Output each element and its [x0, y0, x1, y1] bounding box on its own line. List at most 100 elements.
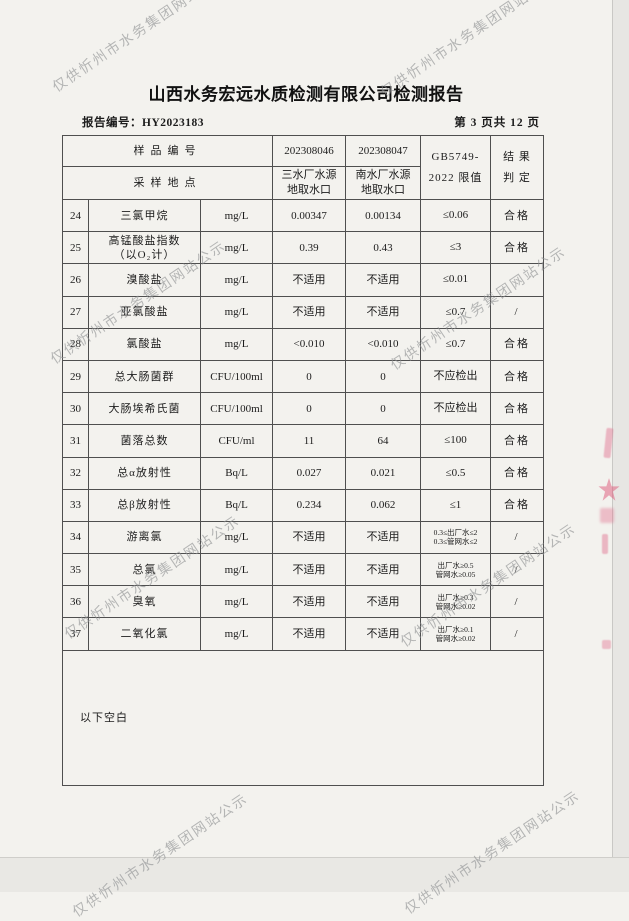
- limit-value: 0.3≤出厂水≤2 0.3≤管网水≤2: [420, 520, 491, 555]
- limit-value: ≤3: [420, 231, 491, 265]
- paper-right-edge: [612, 0, 629, 891]
- sample2-value: 不适用: [345, 295, 421, 329]
- limit-header-line1: GB5749-: [431, 151, 480, 163]
- blank-footer-row: 以下空白: [62, 649, 544, 786]
- sample2-value: 0.00134: [345, 198, 421, 233]
- sample2-value: 0: [345, 359, 421, 394]
- param-name-line1: 总氯: [132, 563, 157, 576]
- unit: mg/L: [200, 520, 273, 555]
- param-name-line1: 菌落总数: [120, 434, 169, 447]
- result-value: 合格: [490, 424, 544, 458]
- param-name-line1: 亚氯酸盐: [120, 306, 169, 319]
- limit-line1: ≤0.5: [445, 466, 466, 479]
- result-value: /: [490, 295, 544, 329]
- param-name: 总氯: [88, 553, 201, 587]
- limit-value: 出厂水≥0.1 管网水≥0.02: [420, 617, 491, 651]
- sample1-value: 0.234: [272, 488, 346, 522]
- param-name: 总大肠菌群: [88, 359, 201, 394]
- result-value: 合格: [490, 359, 544, 394]
- row-index: 25: [62, 231, 89, 265]
- limit-value: 不应检出: [420, 392, 491, 426]
- sample1-site: 三水厂水源 地取水口: [272, 166, 346, 200]
- limit-line1: ≤3: [449, 241, 462, 254]
- result-value: /: [490, 553, 544, 587]
- sample1-value: 不适用: [272, 295, 346, 329]
- row-index: 30: [62, 392, 89, 426]
- sample2-value: 不适用: [345, 585, 421, 619]
- row-index: 34: [62, 520, 89, 555]
- row-index: 33: [62, 488, 89, 522]
- limit-value: 不应检出: [420, 359, 491, 394]
- param-name-line1: 高锰酸盐指数: [108, 234, 181, 247]
- limit-value: ≤1: [420, 488, 491, 522]
- param-name-line2: （以O₂计）: [113, 248, 176, 261]
- param-name: 二氧化氯: [88, 617, 201, 651]
- sample1-value: 不适用: [272, 585, 346, 619]
- row-index: 24: [62, 198, 89, 233]
- limit-header: GB5749- 2022 限值: [420, 135, 491, 200]
- param-name: 溴酸盐: [88, 263, 201, 297]
- sample1-number: 202308046: [272, 135, 346, 167]
- unit: Bq/L: [200, 456, 273, 490]
- result-value: /: [490, 520, 544, 555]
- limit-line1: ≤100: [444, 434, 467, 447]
- watermark: 仅供忻州市水务集团网站公示: [401, 787, 583, 917]
- limit-line1: ≤0.7: [445, 305, 466, 318]
- page-title: 山西水务宏远水质检测有限公司检测报告: [148, 85, 464, 104]
- row-index: 28: [62, 327, 89, 361]
- limit-line2: 管网水≥0.05: [435, 569, 476, 579]
- report-number: 报告编号：HY2023183: [82, 117, 204, 129]
- limit-line1: 出厂水≥0.3: [437, 592, 474, 602]
- table-row: 35 总氯 mg/L 不适用 不适用 出厂水≥0.5 管网水≥0.05 /: [62, 553, 544, 587]
- sample1-value: 11: [272, 424, 346, 458]
- sample2-value: 0.021: [345, 456, 421, 490]
- sample2-value: <0.010: [345, 327, 421, 361]
- table-row: 32 总α放射性 Bq/L 0.027 0.021 ≤0.5 合格: [62, 456, 544, 490]
- limit-line2: 0.3≤管网水≤2: [433, 537, 478, 547]
- sample2-number: 202308047: [345, 135, 421, 167]
- param-name-line1: 游离氯: [126, 531, 163, 544]
- param-name-line1: 二氧化氯: [120, 628, 169, 641]
- sample1-site-line2: 地取水口: [287, 184, 331, 196]
- param-name: 三氯甲烷: [88, 198, 201, 233]
- param-name-line1: 总α放射性: [117, 467, 172, 480]
- limit-line1: ≤0.7: [445, 337, 466, 350]
- param-name-line1: 总大肠菌群: [114, 370, 175, 383]
- sample1-value: 不适用: [272, 520, 346, 555]
- unit: mg/L: [200, 231, 273, 265]
- row-index: 27: [62, 295, 89, 329]
- param-name-line1: 溴酸盐: [126, 273, 163, 286]
- sample1-value: 0: [272, 359, 346, 394]
- result-value: [490, 263, 544, 297]
- result-value: 合格: [490, 488, 544, 522]
- page-indicator: 第 3 页共 12 页: [454, 117, 540, 129]
- sample2-site-line2: 地取水口: [361, 184, 405, 196]
- result-value: /: [490, 617, 544, 651]
- limit-line1: ≤1: [449, 498, 462, 511]
- param-name-line1: 臭氧: [132, 595, 157, 608]
- limit-line1: 出厂水≥0.5: [437, 560, 474, 570]
- limit-line1: 出厂水≥0.1: [437, 625, 474, 635]
- row-index: 31: [62, 424, 89, 458]
- sample2-value: 0: [345, 392, 421, 426]
- unit: CFU/ml: [200, 424, 273, 458]
- unit: mg/L: [200, 198, 273, 233]
- sample1-site-line1: 三水厂水源: [281, 169, 337, 181]
- limit-value: 出厂水≥0.3 管网水≥0.02: [420, 585, 491, 619]
- limit-value: ≤0.01: [420, 263, 491, 297]
- blank-below-note: 以下空白: [80, 711, 128, 724]
- sample2-value: 64: [345, 424, 421, 458]
- param-name-line1: 总β放射性: [117, 499, 172, 512]
- table-row: 37 二氧化氯 mg/L 不适用 不适用 出厂水≥0.1 管网水≥0.02 /: [62, 617, 544, 651]
- param-name: 臭氧: [88, 585, 201, 619]
- sample2-value: 0.43: [345, 231, 421, 265]
- limit-value: 出厂水≥0.5 管网水≥0.05: [420, 553, 491, 587]
- row-index: 32: [62, 456, 89, 490]
- paper-bottom-edge: [0, 857, 629, 892]
- sample1-value: 不适用: [272, 553, 346, 587]
- result-value: /: [490, 585, 544, 619]
- table-row: 31 菌落总数 CFU/ml 11 64 ≤100 合格: [62, 424, 544, 458]
- table-row: 30 大肠埃希氏菌 CFU/100ml 0 0 不应检出 合格: [62, 392, 544, 426]
- sample2-value: 不适用: [345, 520, 421, 555]
- limit-line1: ≤0.06: [442, 209, 469, 222]
